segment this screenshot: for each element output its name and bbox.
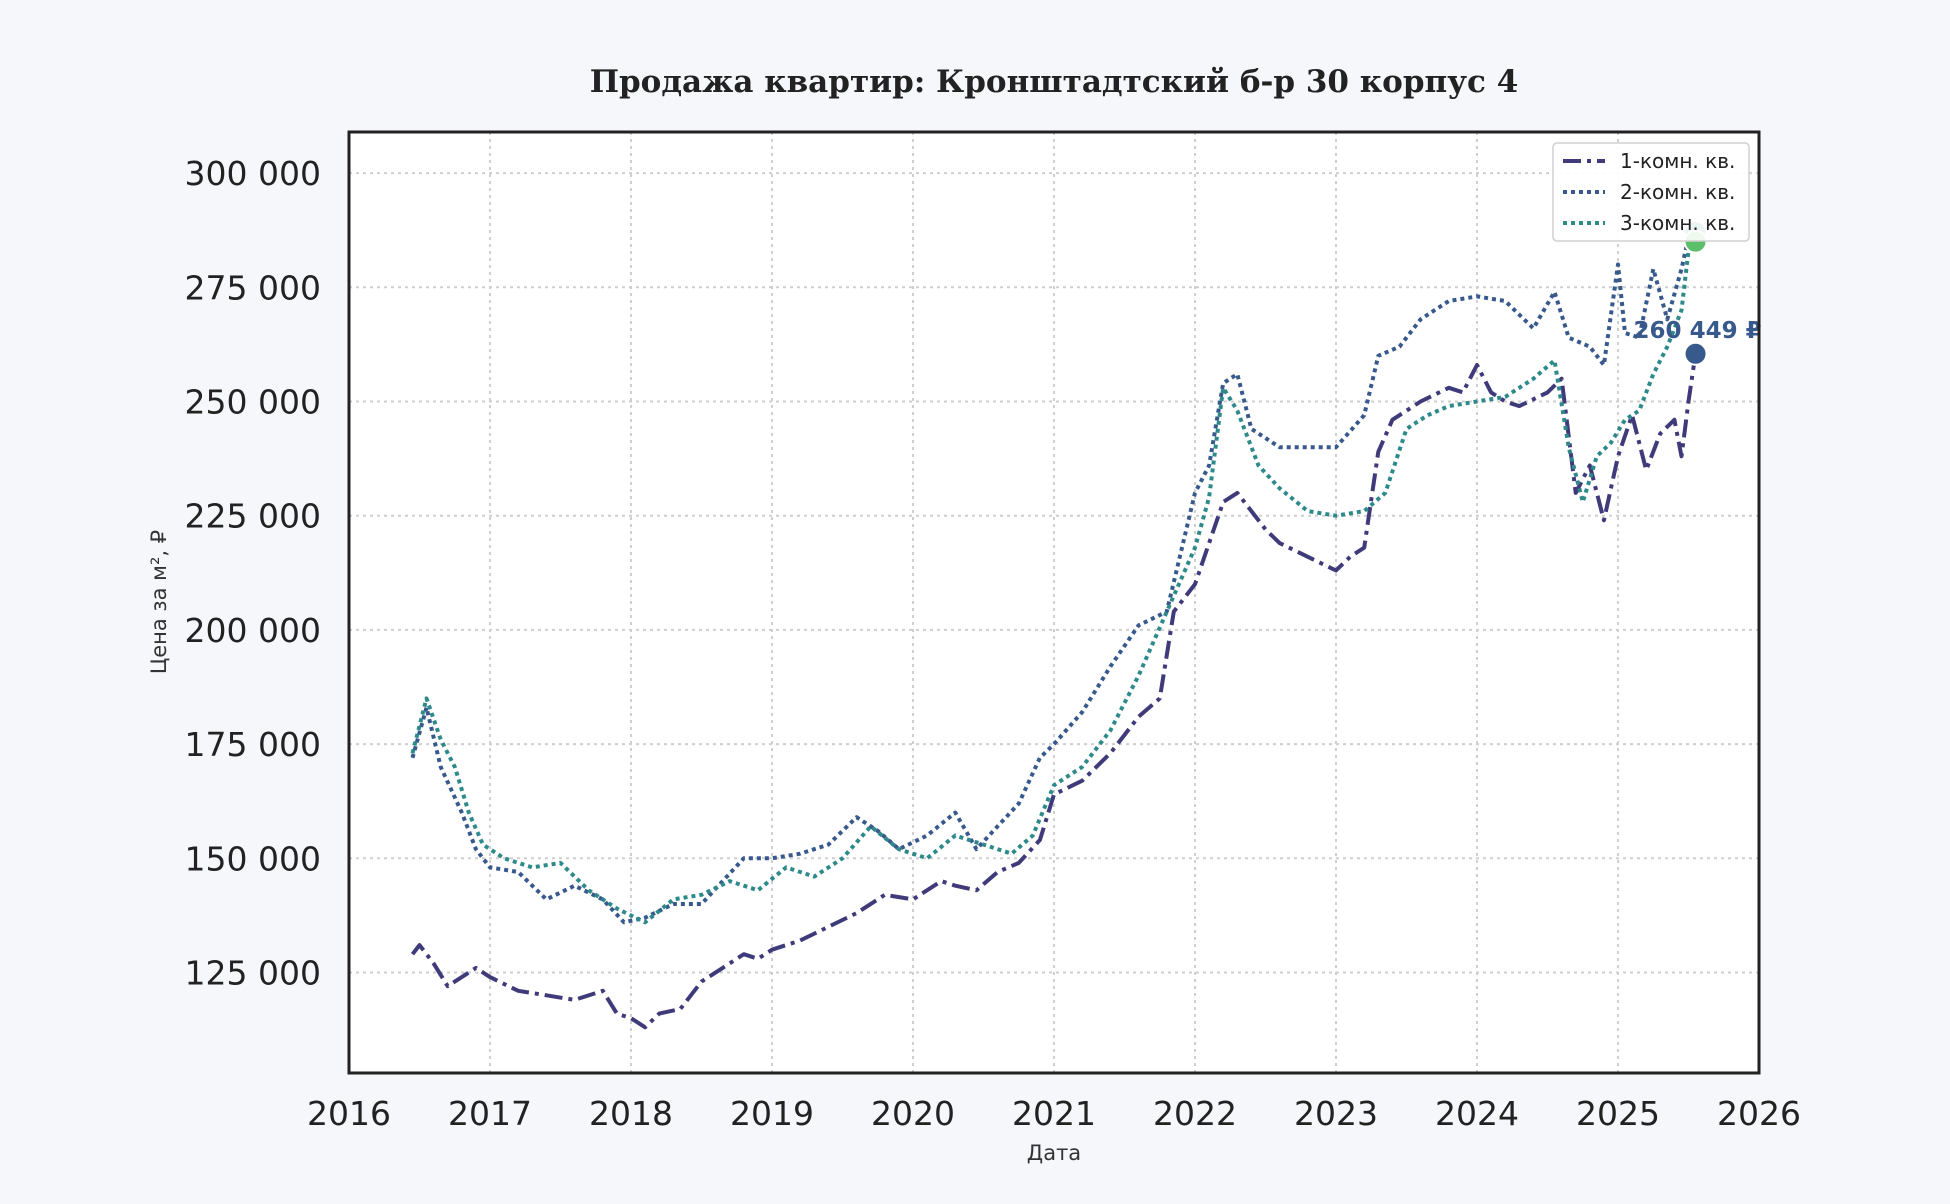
x-tick-label: 2024: [1435, 1094, 1519, 1133]
series-line-2: [410, 230, 1697, 925]
x-axis-label: Дата: [1027, 1141, 1081, 1165]
y-tick-label: 175 000: [185, 725, 321, 764]
y-tick-label: 150 000: [185, 839, 321, 878]
x-tick-label: 2017: [448, 1094, 532, 1133]
legend: 1-комн. кв. 2-комн. кв. 3-комн. кв.: [1552, 142, 1750, 242]
legend-entry-label: 3-комн. кв.: [1620, 211, 1735, 235]
y-axis: 125 000 150 000 175 000 200 000 225 000 250 0…: [185, 154, 321, 992]
x-tick-label: 2021: [1012, 1094, 1096, 1133]
x-tick-label: 2016: [307, 1094, 391, 1133]
x-axis: 2016 2017 2018 2019 2020 2021 2022 2023 2024 2025…: [307, 1094, 1801, 1133]
y-tick-label: 300 000: [185, 154, 321, 193]
y-tick-label: 125 000: [185, 954, 321, 993]
x-tick-label: 2025: [1576, 1094, 1660, 1133]
x-tick-label: 2019: [730, 1094, 814, 1133]
end-point-marker: [1683, 341, 1708, 366]
y-tick-label: 225 000: [185, 497, 321, 536]
y-tick-label: 275 000: [185, 268, 321, 307]
series-line-3: [410, 240, 1698, 925]
end-value-label: 260 449 ₽: [1634, 318, 1762, 344]
x-tick-label: 2018: [589, 1094, 673, 1133]
chart-title: Продажа квартир: Кронштадтский б-р 30 ко…: [590, 64, 1519, 100]
grid: [349, 132, 1759, 1073]
plot-frame: [347, 130, 1761, 1075]
x-tick-label: 2022: [1153, 1094, 1237, 1133]
x-tick-label: 2026: [1717, 1094, 1801, 1133]
legend-box: [1552, 142, 1750, 242]
y-axis-label: Цена за м², ₽: [147, 530, 171, 674]
y-tick-label: 250 000: [185, 383, 321, 422]
y-tick-label: 200 000: [185, 611, 321, 650]
x-tick-label: 2020: [871, 1094, 955, 1133]
legend-entry-label: 1-комн. кв.: [1620, 149, 1735, 173]
x-tick-label: 2023: [1294, 1094, 1378, 1133]
series-group: [410, 230, 1698, 1030]
series-line-1: [410, 353, 1698, 1030]
legend-entry-label: 2-комн. кв.: [1620, 180, 1735, 204]
